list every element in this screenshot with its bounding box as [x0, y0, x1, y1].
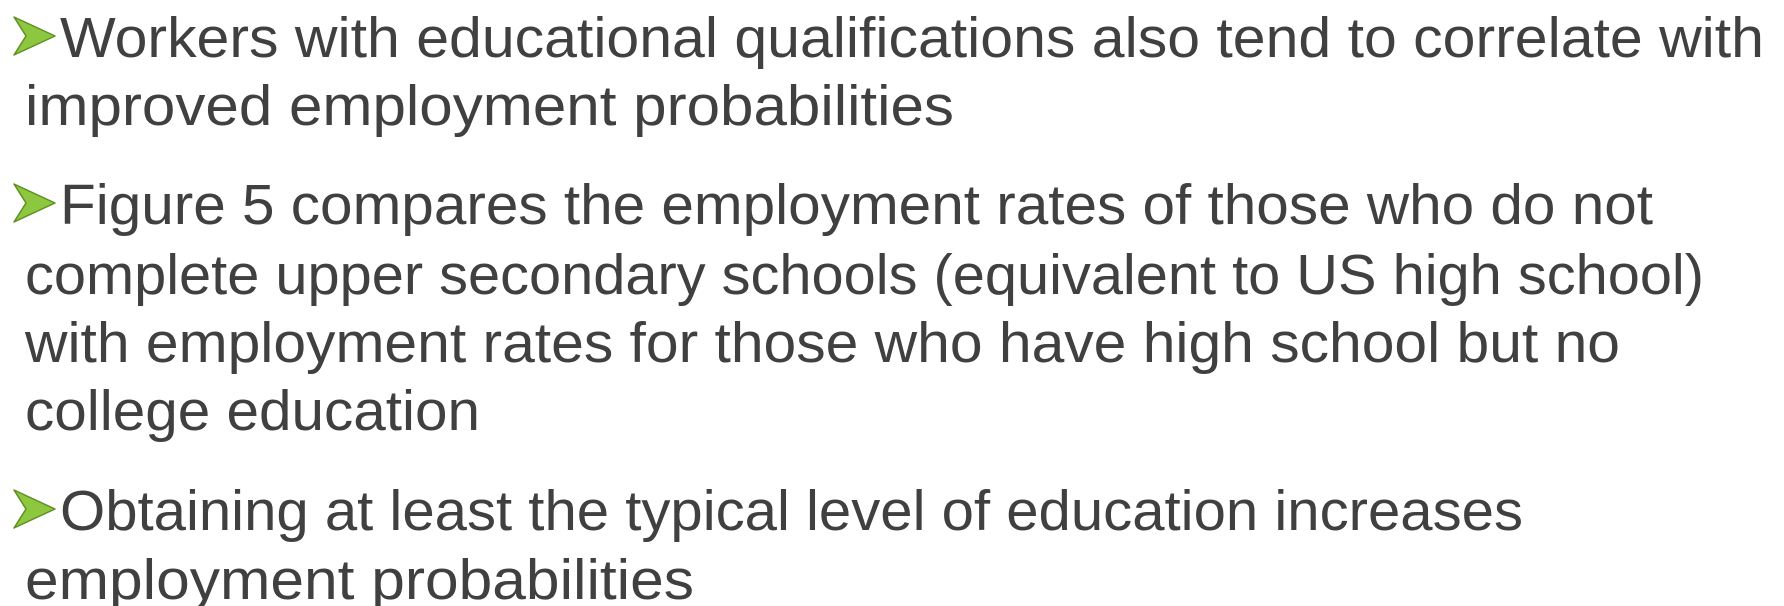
bullet-text: Figure 5 compares the employment rates o…: [60, 173, 1653, 237]
bullet-text: with employment rates for those who have…: [24, 311, 1620, 375]
bullet-text: Obtaining at least the typical level of …: [60, 479, 1523, 543]
bullet-text: Workers with educational qualifications …: [60, 6, 1764, 70]
bullet-arrow: [13, 489, 56, 529]
bullet-text: improved employment probabilities: [25, 74, 954, 138]
bullet-arrow: [13, 183, 56, 223]
bullet-text: complete upper secondary schools (equiva…: [25, 243, 1704, 307]
bullet-arrow: [13, 16, 56, 56]
bullet-text: college education: [25, 379, 480, 443]
bullet-text: employment probabilities: [25, 548, 694, 606]
